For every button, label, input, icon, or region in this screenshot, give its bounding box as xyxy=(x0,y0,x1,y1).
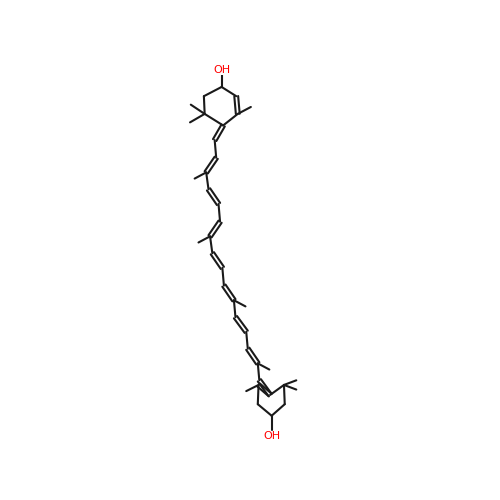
Text: OH: OH xyxy=(213,64,230,74)
Text: OH: OH xyxy=(263,431,280,441)
